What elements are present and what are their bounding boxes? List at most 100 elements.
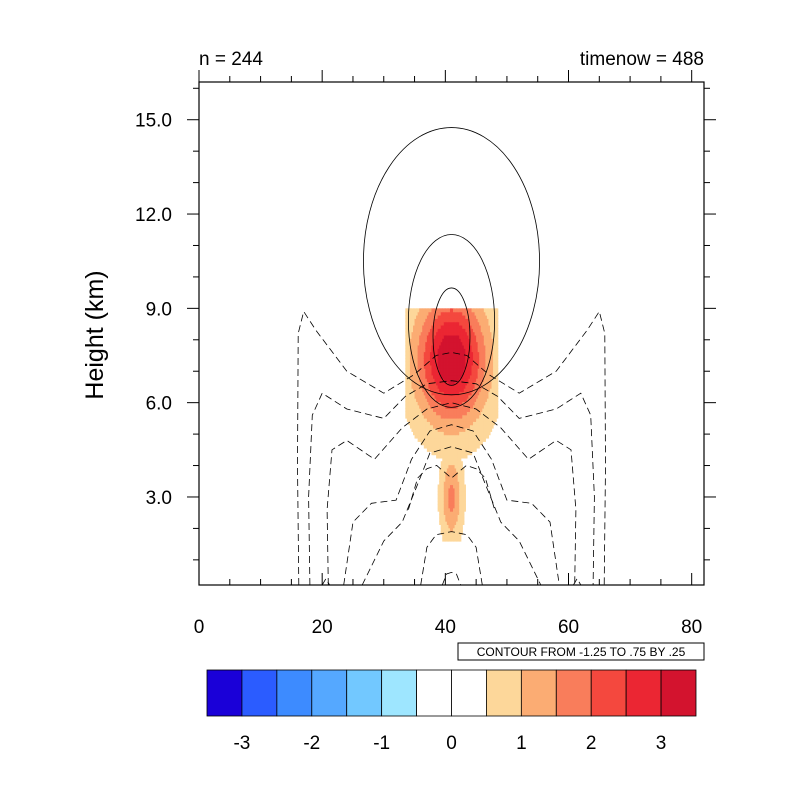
filled-cell — [422, 328, 425, 333]
filled-cell — [496, 344, 499, 349]
filled-cell — [419, 381, 422, 386]
filled-cell — [405, 368, 408, 373]
filled-cell — [479, 414, 482, 419]
filled-cell — [468, 308, 471, 313]
filled-cell — [419, 338, 422, 343]
filled-cell — [431, 348, 434, 353]
filled-cell — [431, 408, 434, 412]
filled-cell — [440, 348, 443, 353]
filled-cell — [445, 451, 448, 456]
filled-cell — [454, 494, 457, 499]
filled-cell — [489, 361, 493, 366]
filled-cell — [411, 427, 414, 432]
filled-cell — [426, 437, 430, 442]
plot-frame — [198, 81, 705, 586]
filled-cell — [440, 517, 443, 522]
filled-cell — [429, 444, 433, 449]
filled-cell — [456, 437, 459, 442]
filled-cell — [462, 484, 465, 489]
filled-cell — [420, 424, 423, 429]
filled-cell — [442, 411, 445, 416]
filled-cell — [445, 368, 448, 373]
filled-cell — [491, 318, 494, 323]
filled-cell — [448, 447, 451, 452]
filled-cell — [477, 394, 480, 399]
filled-cell — [433, 364, 436, 369]
filled-cell — [429, 384, 433, 389]
filled-cell — [476, 368, 479, 373]
filled-cell — [463, 434, 466, 439]
filled-cell — [457, 464, 460, 469]
filled-cell — [465, 437, 468, 442]
filled-cell — [413, 318, 416, 323]
filled-cell — [405, 404, 408, 409]
filled-cell — [480, 351, 483, 356]
filled-cell — [486, 371, 490, 376]
filled-cell — [477, 311, 480, 316]
filled-cell — [429, 414, 433, 419]
filled-cell — [416, 354, 419, 359]
filled-cell — [463, 328, 466, 333]
filled-cell — [448, 481, 451, 486]
filled-cell — [448, 424, 451, 429]
filled-cell — [451, 364, 454, 369]
filled-cell — [442, 534, 445, 539]
filled-cell — [428, 431, 431, 436]
filled-cell — [471, 311, 474, 316]
filled-cell — [453, 457, 456, 462]
filled-cell — [462, 388, 465, 393]
filled-cell — [457, 378, 460, 383]
filled-cell — [428, 414, 431, 419]
filled-cell — [420, 401, 423, 406]
filled-cell — [416, 374, 419, 379]
filled-cell — [439, 444, 442, 449]
filled-cell — [414, 408, 417, 412]
filled-cell — [411, 411, 414, 416]
filled-cell — [469, 371, 473, 376]
filled-cell — [420, 311, 423, 316]
filled-cell — [423, 421, 426, 426]
filled-cell — [426, 364, 430, 369]
filled-cell — [465, 427, 468, 432]
filled-cell — [456, 474, 459, 479]
filled-cell — [466, 418, 470, 422]
filled-cell — [479, 411, 482, 416]
filled-cell — [436, 427, 439, 432]
filled-cell — [477, 381, 480, 386]
filled-cell — [443, 364, 446, 369]
filled-cell — [451, 371, 454, 376]
filled-cell — [473, 348, 476, 353]
filled-cell — [408, 344, 411, 349]
filled-cell — [462, 444, 465, 449]
filled-cell — [477, 378, 480, 383]
filled-cell — [466, 447, 470, 452]
filled-cell — [491, 424, 494, 429]
filled-cell — [466, 348, 470, 353]
filled-cell — [409, 308, 413, 313]
filled-cell — [473, 441, 476, 446]
filled-cell — [483, 321, 486, 326]
filled-cell — [419, 364, 422, 369]
filled-cell — [420, 308, 423, 313]
filled-cell — [426, 361, 430, 366]
filled-cell — [459, 527, 462, 532]
filled-cell — [436, 348, 439, 353]
filled-cell — [457, 381, 460, 386]
filled-cell — [426, 434, 430, 439]
filled-cell — [456, 434, 459, 439]
filled-cell — [406, 328, 409, 333]
filled-cell — [471, 308, 474, 313]
filled-cell — [459, 451, 462, 456]
filled-cell — [419, 411, 422, 416]
filled-cell — [483, 348, 486, 353]
filled-cell — [466, 394, 470, 399]
filled-cell — [482, 424, 485, 429]
filled-cell — [446, 504, 450, 509]
filled-cell — [429, 344, 433, 349]
filled-cell — [457, 434, 460, 439]
filled-cell — [431, 328, 434, 333]
filled-cell — [442, 537, 445, 542]
filled-cell — [445, 348, 448, 353]
filled-cell — [457, 461, 460, 466]
filled-cell — [416, 328, 419, 333]
